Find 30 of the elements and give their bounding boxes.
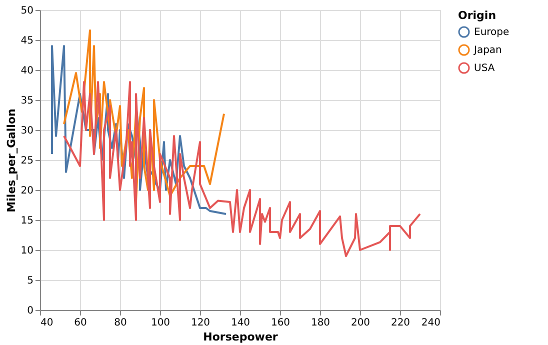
- y-axis-title: Miles_per_Gallon: [4, 108, 18, 212]
- y-tick-label: 40: [20, 66, 34, 76]
- y-tick-label: 5: [27, 276, 34, 286]
- y-tick-label: 45: [20, 36, 34, 46]
- y-tick-label: 15: [20, 216, 34, 226]
- legend-label: USA: [474, 63, 495, 74]
- y-tick-label: 20: [20, 186, 34, 196]
- y-tick-label: 25: [20, 156, 34, 166]
- x-axis-title: Horsepower: [203, 330, 278, 344]
- y-tick-label: 0: [27, 306, 34, 316]
- legend-label: Europe: [474, 27, 510, 38]
- line-series: [63, 81, 421, 257]
- x-tick-label: 140: [230, 318, 250, 328]
- y-tick-label: 10: [20, 246, 34, 256]
- x-tick-label: 100: [150, 318, 170, 328]
- x-tick-label: 160: [270, 318, 290, 328]
- y-tick-label: 30: [20, 126, 34, 136]
- x-tick-label: 220: [390, 318, 410, 328]
- x-tick-label: 80: [114, 318, 127, 328]
- x-tick-label: 120: [190, 318, 210, 328]
- line-series: [51, 45, 227, 215]
- x-tick-label: 200: [350, 318, 370, 328]
- x-tick-label: 180: [310, 318, 330, 328]
- legend-label: Japan: [473, 45, 502, 56]
- y-tick-label: 35: [20, 96, 34, 106]
- y-tick-label: 50: [20, 6, 34, 16]
- legend-title: Origin: [458, 9, 496, 22]
- x-tick-label: 60: [74, 318, 87, 328]
- x-tick-label: 40: [40, 318, 54, 328]
- x-tick-label: 240: [421, 318, 440, 328]
